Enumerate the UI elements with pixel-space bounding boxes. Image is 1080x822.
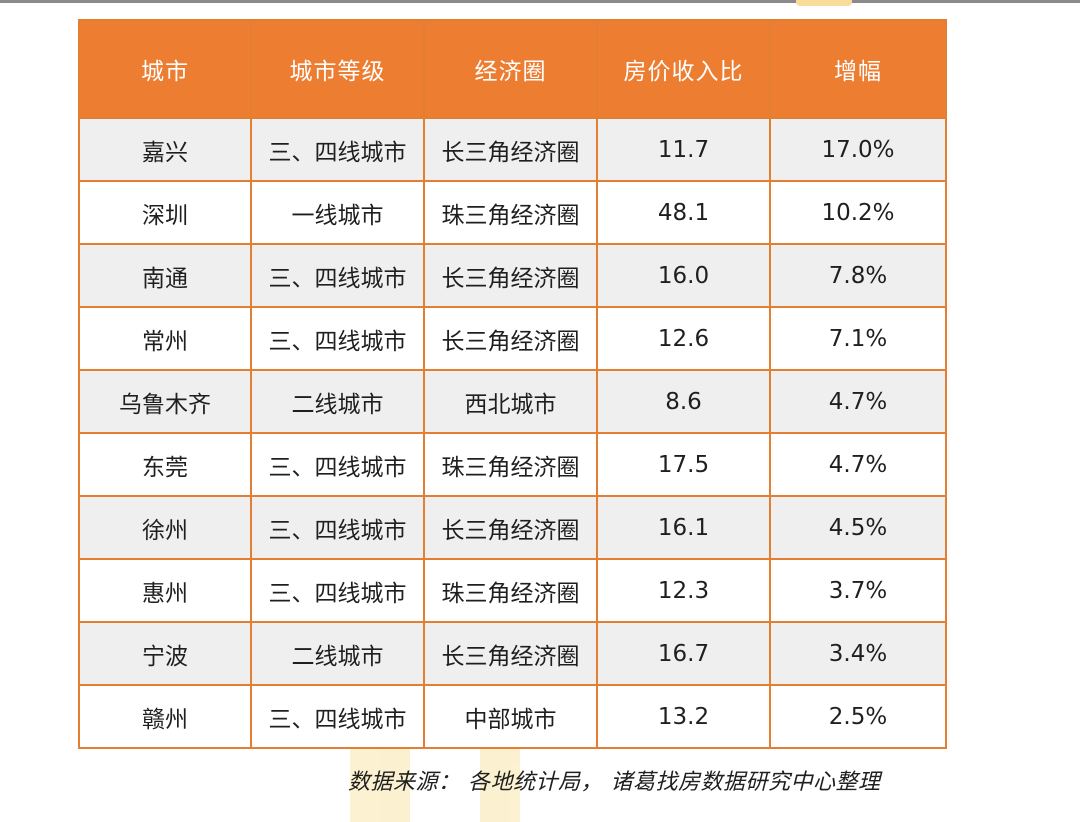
cell-economic-zone: 长三角经济圈 xyxy=(423,621,598,686)
table-row: 东莞 三、四线城市 珠三角经济圈 17.5 4.7% xyxy=(78,432,947,497)
cell-economic-zone: 长三角经济圈 xyxy=(423,495,598,560)
top-divider-line xyxy=(0,0,1080,3)
cell-growth: 7.8% xyxy=(769,243,947,308)
cell-city: 嘉兴 xyxy=(78,117,252,182)
cell-city-tier: 二线城市 xyxy=(250,621,425,686)
cell-price-income-ratio: 48.1 xyxy=(596,180,771,245)
cell-economic-zone: 珠三角经济圈 xyxy=(423,432,598,497)
cell-growth: 2.5% xyxy=(769,684,947,749)
table-row: 乌鲁木齐 二线城市 西北城市 8.6 4.7% xyxy=(78,369,947,434)
cell-price-income-ratio: 11.7 xyxy=(596,117,771,182)
cell-city-tier: 一线城市 xyxy=(250,180,425,245)
table-row: 嘉兴 三、四线城市 长三角经济圈 11.7 17.0% xyxy=(78,117,947,182)
table-row: 宁波 二线城市 长三角经济圈 16.7 3.4% xyxy=(78,621,947,686)
header-city-tier: 城市等级 xyxy=(250,19,425,119)
table-row: 惠州 三、四线城市 珠三角经济圈 12.3 3.7% xyxy=(78,558,947,623)
cell-price-income-ratio: 8.6 xyxy=(596,369,771,434)
table-row: 赣州 三、四线城市 中部城市 13.2 2.5% xyxy=(78,684,947,749)
cell-economic-zone: 长三角经济圈 xyxy=(423,117,598,182)
header-economic-zone: 经济圈 xyxy=(423,19,598,119)
cell-city: 惠州 xyxy=(78,558,252,623)
cell-growth: 7.1% xyxy=(769,306,947,371)
cell-economic-zone: 中部城市 xyxy=(423,684,598,749)
cell-price-income-ratio: 12.3 xyxy=(596,558,771,623)
cell-city-tier: 三、四线城市 xyxy=(250,558,425,623)
cell-city-tier: 三、四线城市 xyxy=(250,432,425,497)
cell-city: 常州 xyxy=(78,306,252,371)
cell-price-income-ratio: 16.1 xyxy=(596,495,771,560)
cell-growth: 3.4% xyxy=(769,621,947,686)
cell-city-tier: 三、四线城市 xyxy=(250,243,425,308)
table-row: 常州 三、四线城市 长三角经济圈 12.6 7.1% xyxy=(78,306,947,371)
city-price-income-table: 城市 城市等级 经济圈 房价收入比 增幅 嘉兴 三、四线城市 长三角经济圈 11… xyxy=(78,19,947,749)
top-watermark-fragment xyxy=(796,0,852,6)
cell-growth: 4.5% xyxy=(769,495,947,560)
cell-city-tier: 三、四线城市 xyxy=(250,117,425,182)
cell-price-income-ratio: 12.6 xyxy=(596,306,771,371)
cell-growth: 4.7% xyxy=(769,369,947,434)
cell-economic-zone: 珠三角经济圈 xyxy=(423,558,598,623)
cell-city: 深圳 xyxy=(78,180,252,245)
cell-price-income-ratio: 13.2 xyxy=(596,684,771,749)
cell-city: 宁波 xyxy=(78,621,252,686)
cell-city: 乌鲁木齐 xyxy=(78,369,252,434)
cell-growth: 4.7% xyxy=(769,432,947,497)
table-row: 徐州 三、四线城市 长三角经济圈 16.1 4.5% xyxy=(78,495,947,560)
cell-city-tier: 二线城市 xyxy=(250,369,425,434)
cell-price-income-ratio: 16.0 xyxy=(596,243,771,308)
table-header-row: 城市 城市等级 经济圈 房价收入比 增幅 xyxy=(78,19,947,119)
cell-price-income-ratio: 16.7 xyxy=(596,621,771,686)
table-row: 南通 三、四线城市 长三角经济圈 16.0 7.8% xyxy=(78,243,947,308)
cell-city-tier: 三、四线城市 xyxy=(250,495,425,560)
cell-city-tier: 三、四线城市 xyxy=(250,306,425,371)
cell-economic-zone: 西北城市 xyxy=(423,369,598,434)
header-city: 城市 xyxy=(78,19,252,119)
cell-growth: 17.0% xyxy=(769,117,947,182)
cell-growth: 10.2% xyxy=(769,180,947,245)
cell-city-tier: 三、四线城市 xyxy=(250,684,425,749)
cell-economic-zone: 长三角经济圈 xyxy=(423,306,598,371)
cell-city: 赣州 xyxy=(78,684,252,749)
cell-economic-zone: 长三角经济圈 xyxy=(423,243,598,308)
data-source-note: 数据来源： 各地统计局， 诸葛找房数据研究中心整理 xyxy=(348,770,881,795)
header-price-income-ratio: 房价收入比 xyxy=(596,19,771,119)
header-growth: 增幅 xyxy=(769,19,947,119)
cell-growth: 3.7% xyxy=(769,558,947,623)
cell-city: 南通 xyxy=(78,243,252,308)
cell-economic-zone: 珠三角经济圈 xyxy=(423,180,598,245)
cell-city: 东莞 xyxy=(78,432,252,497)
cell-price-income-ratio: 17.5 xyxy=(596,432,771,497)
cell-city: 徐州 xyxy=(78,495,252,560)
table-row: 深圳 一线城市 珠三角经济圈 48.1 10.2% xyxy=(78,180,947,245)
